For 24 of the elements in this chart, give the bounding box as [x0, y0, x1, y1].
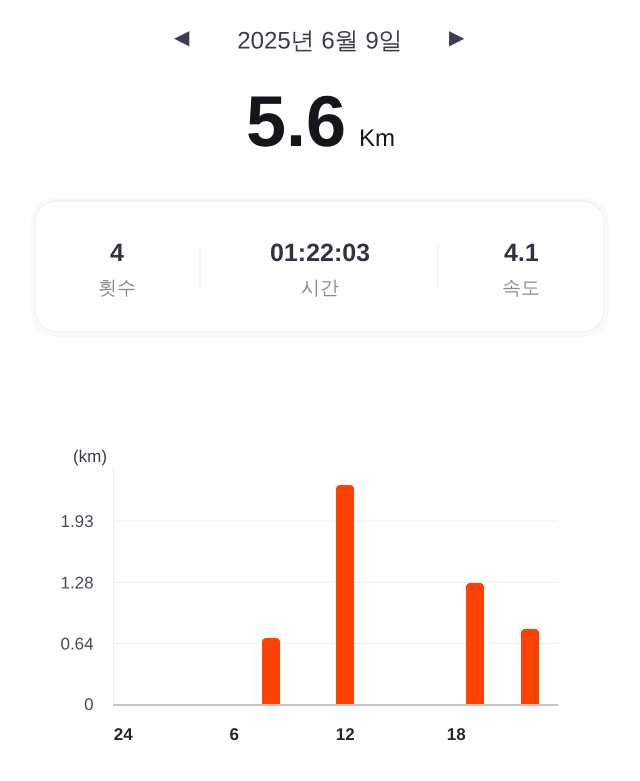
y-tick-label: 1.28	[60, 574, 94, 593]
bar	[336, 485, 354, 704]
y-tick-label: 0.64	[60, 634, 94, 654]
text: 01:22:03	[270, 239, 370, 267]
x-tick-label: 6	[230, 725, 239, 744]
y-axis-title: (km)	[73, 447, 107, 466]
bar	[466, 583, 484, 704]
text: 4	[110, 239, 124, 267]
text: ▶	[449, 27, 465, 49]
text: 5.6	[246, 82, 346, 162]
x-tick-label: 12	[336, 725, 355, 744]
text: ◀	[174, 27, 190, 49]
x-tick-label: 24	[114, 725, 134, 744]
text: 횟수	[98, 278, 136, 299]
text: Km	[359, 125, 395, 152]
text: 4.1	[504, 239, 539, 267]
bar	[521, 629, 539, 704]
y-tick-label: 1.93	[60, 512, 94, 531]
chart-title: 2025년 6월 9일	[237, 27, 403, 54]
bar	[262, 638, 280, 704]
text: 속도	[502, 278, 540, 299]
y-tick-label: 0	[84, 694, 94, 714]
text: 시간	[301, 278, 339, 299]
x-tick-label: 18	[446, 725, 466, 744]
